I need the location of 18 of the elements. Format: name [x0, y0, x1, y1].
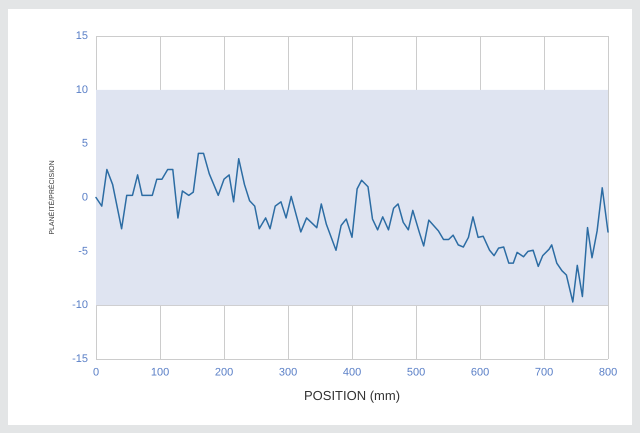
y-tick-label: 0 — [82, 192, 88, 204]
x-tick-label: 200 — [214, 366, 234, 378]
x-tick-label: 800 — [598, 366, 618, 378]
x-tick-label: 100 — [150, 366, 170, 378]
x-tick-label: 700 — [534, 366, 554, 378]
y-tick-label: 10 — [76, 84, 88, 96]
x-tick-label: 300 — [278, 366, 298, 378]
x-tick-label: 400 — [342, 366, 362, 378]
x-axis-title: POSITION (mm) — [304, 388, 400, 403]
y-tick-label: -10 — [72, 299, 88, 312]
x-tick-label: 500 — [406, 366, 426, 378]
y-tick-label: 15 — [76, 30, 88, 42]
x-tick-label: 600 — [470, 366, 490, 378]
line-series — [95, 152, 609, 303]
x-tick-label: 0 — [92, 366, 100, 378]
y-tick-label: 5 — [82, 138, 88, 150]
y-tick-label: -5 — [78, 245, 88, 258]
y-tick-label: -15 — [72, 353, 88, 365]
